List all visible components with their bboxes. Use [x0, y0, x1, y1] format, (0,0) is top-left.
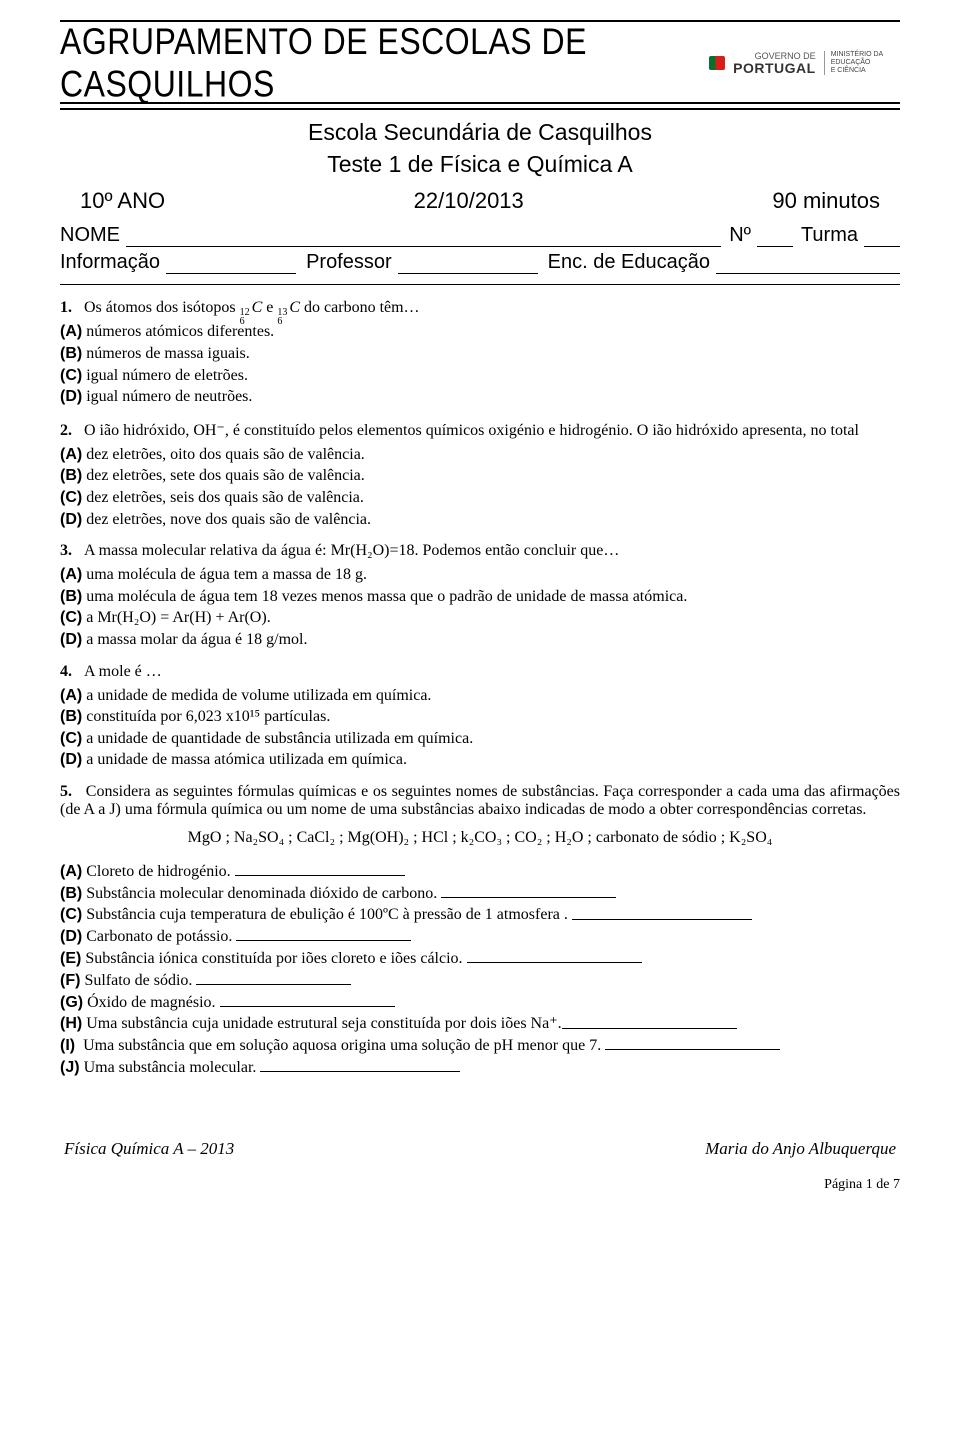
q4-opt-a: (A) a unidade de medida de volume utiliz…: [60, 685, 900, 707]
q5-stem: Considera as seguintes fórmulas químicas…: [60, 783, 900, 818]
date: 22/10/2013: [414, 188, 524, 214]
q5-num: 5.: [60, 783, 72, 800]
q3-opt-b: (B) uma molécula de água tem 18 vezes me…: [60, 586, 900, 608]
test-title-line2: Teste 1 de Física e Química A: [60, 148, 900, 180]
q3-options: (A) uma molécula de água tem a massa de …: [60, 564, 900, 650]
q5-item-e: (E) Substância iónica constituída por iõ…: [60, 948, 900, 970]
question-3: 3. A massa molecular relativa da água é:…: [60, 542, 900, 560]
num-label: Nº: [729, 224, 751, 247]
duration: 90 minutos: [772, 188, 880, 214]
footer-right: Maria do Anjo Albuquerque: [705, 1139, 896, 1159]
test-meta: 10º ANO 22/10/2013 90 minutos: [80, 188, 880, 214]
class-field[interactable]: [864, 225, 900, 247]
question-2: 2. O ião hidróxido, OH⁻, é constituído p…: [60, 420, 900, 440]
q3-stem: A massa molecular relativa da água é: Mr…: [84, 542, 619, 559]
q5-item-c: (C) Substância cuja temperatura de ebuli…: [60, 904, 900, 926]
q5-item-b: (B) Substância molecular denominada dióx…: [60, 883, 900, 905]
q1-stem-c: do carbono têm…: [304, 299, 420, 316]
q5-item-g: (G) Óxido de magnésio.: [60, 992, 900, 1014]
ministry-line2: E CIÊNCIA: [831, 67, 900, 75]
class-label: Turma: [801, 224, 858, 247]
info-label: Informação: [60, 251, 160, 274]
page-number: Página 1 de 7: [60, 1177, 900, 1193]
guardian-field[interactable]: [716, 252, 900, 274]
q2-opt-a: (A) dez eletrões, oito dos quais são de …: [60, 444, 900, 466]
divider: [60, 284, 900, 285]
question-5: 5. Considera as seguintes fórmulas quími…: [60, 783, 900, 819]
portugal-flag-icon: [709, 56, 725, 70]
q4-opt-d: (D) a unidade de massa atómica utilizada…: [60, 749, 900, 771]
teacher-field[interactable]: [398, 252, 538, 274]
footer-left: Física Química A – 2013: [64, 1139, 234, 1159]
q5-blank-g[interactable]: [220, 992, 395, 1007]
q1-opt-d: (D) igual número de neutrões.: [60, 386, 900, 408]
teacher-label: Professor: [306, 251, 392, 274]
name-field[interactable]: [126, 225, 721, 247]
q5-blank-c[interactable]: [572, 904, 752, 919]
school-banner: AGRUPAMENTO DE ESCOLAS DE CASQUILHOS: [60, 20, 709, 105]
footer: Física Química A – 2013 Maria do Anjo Al…: [60, 1139, 900, 1159]
q2-opt-d: (D) dez eletrões, nove dos quais são de …: [60, 509, 900, 531]
q4-stem: A mole é …: [84, 663, 162, 680]
info-row: Informação Professor Enc. de Educação: [60, 251, 900, 274]
q2-opt-c: (C) dez eletrões, seis dos quais são de …: [60, 487, 900, 509]
q1-opt-c: (C) igual número de eletrões.: [60, 365, 900, 387]
q5-blank-d[interactable]: [236, 926, 411, 941]
q5-item-a: (A) Cloreto de hidrogénio.: [60, 861, 900, 883]
q5-blank-j[interactable]: [260, 1057, 460, 1072]
q5-blank-i[interactable]: [605, 1035, 780, 1050]
q5-blank-e[interactable]: [467, 948, 642, 963]
q1-stem-b: e: [266, 299, 277, 316]
q3-opt-d: (D) a massa molar da água é 18 g/mol.: [60, 629, 900, 651]
q5-item-f: (F) Sulfato de sódio.: [60, 970, 900, 992]
gov-label-big: PORTUGAL: [733, 61, 816, 75]
q1-opt-a: (A) números atómicos diferentes.: [60, 321, 900, 343]
q2-num: 2.: [60, 422, 72, 439]
question-4: 4. A mole é …: [60, 663, 900, 681]
q3-opt-c: (C) a Mr(H₂O) = Ar(H) + Ar(O).: [60, 607, 900, 629]
test-title: Escola Secundária de Casquilhos Teste 1 …: [60, 116, 900, 180]
q2-options: (A) dez eletrões, oito dos quais são de …: [60, 444, 900, 530]
q4-num: 4.: [60, 663, 72, 680]
q1-stem-a: Os átomos dos isótopos: [84, 299, 240, 316]
num-field[interactable]: [757, 225, 793, 247]
q1-num: 1.: [60, 299, 72, 316]
header-rule: [60, 108, 900, 110]
q1-opt-b: (B) números de massa iguais.: [60, 343, 900, 365]
q3-num: 3.: [60, 542, 72, 559]
q5-items: (A) Cloreto de hidrogénio. (B) Substânci…: [60, 861, 900, 1079]
top-header: AGRUPAMENTO DE ESCOLAS DE CASQUILHOS GOV…: [60, 20, 900, 104]
q5-blank-h[interactable]: [562, 1013, 737, 1028]
q5-item-j: (J) Uma substância molecular.: [60, 1057, 900, 1079]
name-label: NOME: [60, 224, 120, 247]
q5-formulas: MgO ; Na₂SO₄ ; CaCl₂ ; Mg(OH)₂ ; HCl ; k…: [60, 829, 900, 847]
q4-opt-c: (C) a unidade de quantidade de substânci…: [60, 728, 900, 750]
q4-opt-b: (B) constituída por 6,023 x10¹⁵ partícul…: [60, 706, 900, 728]
ministry-line1: MINISTÉRIO DA EDUCAÇÃO: [831, 51, 900, 66]
name-row: NOME Nº Turma: [60, 224, 900, 247]
q4-options: (A) a unidade de medida de volume utiliz…: [60, 685, 900, 771]
q5-item-d: (D) Carbonato de potássio.: [60, 926, 900, 948]
question-1: 1. Os átomos dos isótopos 126C e 136C do…: [60, 299, 900, 317]
q5-item-h: (H) Uma substância cuja unidade estrutur…: [60, 1013, 900, 1035]
q5-blank-a[interactable]: [235, 861, 405, 876]
q2-stem: O ião hidróxido, OH⁻, é constituído pelo…: [84, 422, 859, 439]
guardian-label: Enc. de Educação: [548, 251, 710, 274]
grade: 10º ANO: [80, 188, 165, 214]
q2-opt-b: (B) dez eletrões, sete dos quais são de …: [60, 465, 900, 487]
q3-opt-a: (A) uma molécula de água tem a massa de …: [60, 564, 900, 586]
q1-options: (A) números atómicos diferentes. (B) núm…: [60, 321, 900, 407]
gov-badges: GOVERNO DE PORTUGAL MINISTÉRIO DA EDUCAÇ…: [709, 51, 900, 74]
gov-portugal-text: GOVERNO DE PORTUGAL: [733, 52, 816, 75]
q5-blank-b[interactable]: [441, 883, 616, 898]
q5-blank-f[interactable]: [196, 970, 351, 985]
page: AGRUPAMENTO DE ESCOLAS DE CASQUILHOS GOV…: [0, 0, 960, 1233]
info-field[interactable]: [166, 252, 296, 274]
test-title-line1: Escola Secundária de Casquilhos: [60, 116, 900, 148]
q5-item-i: (I) Uma substância que em solução aquosa…: [60, 1035, 900, 1057]
ministry-text: MINISTÉRIO DA EDUCAÇÃO E CIÊNCIA: [824, 51, 900, 74]
